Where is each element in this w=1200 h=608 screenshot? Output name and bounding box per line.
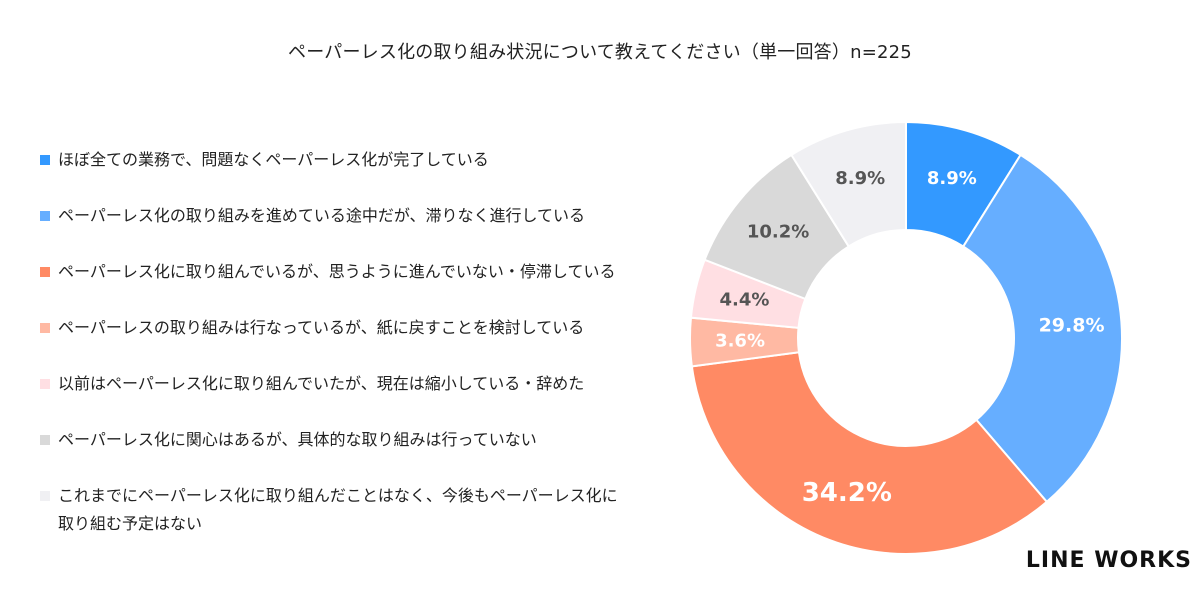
- slice-label: 8.9%: [927, 168, 977, 189]
- legend-label: これまでにペーパーレス化に取り組んだことはなく、今後もペーパーレス化に: [58, 486, 618, 505]
- donut-slice: [790, 120, 907, 248]
- slice-label: 29.8%: [1039, 314, 1105, 336]
- legend-swatch: [40, 491, 50, 501]
- legend-label: ほぼ全ての業務で、問題なくペーパーレス化が完了している: [58, 150, 489, 169]
- legend-item: ペーパーレス化に取り組んでいるが、思うように進んでいない・停滞している: [40, 258, 640, 314]
- legend-swatch: [40, 379, 50, 389]
- legend-label: ペーパーレス化に関心はあるが、具体的な取り組みは行っていない: [58, 430, 537, 449]
- legend-label: ペーパーレスの取り組みは行なっているが、紙に戻すことを検討している: [58, 318, 585, 337]
- legend-item: ペーパーレス化の取り組みを進めている途中だが、滞りなく進行している: [40, 202, 640, 258]
- legend-swatch: [40, 267, 50, 277]
- legend-label: 取り組む予定はない: [58, 514, 203, 533]
- legend-label: 以前はペーパーレス化に取り組んでいたが、現在は縮小している・辞めた: [58, 374, 585, 393]
- legend-swatch: [40, 323, 50, 333]
- donut-slice: [961, 153, 1123, 504]
- legend-swatch: [40, 155, 50, 165]
- slice-label: 34.2%: [802, 478, 892, 508]
- legend-label: ペーパーレス化に取り組んでいるが、思うように進んでいない・停滞している: [58, 262, 616, 281]
- slice-label: 10.2%: [747, 222, 809, 243]
- chart-legend: ほぼ全ての業務で、問題なくペーパーレス化が完了しているペーパーレス化の取り組みを…: [40, 146, 640, 538]
- legend-item: ペーパーレスの取り組みは行なっているが、紙に戻すことを検討している: [40, 314, 640, 370]
- slice-label: 3.6%: [715, 331, 765, 352]
- legend-item: これまでにペーパーレス化に取り組んだことはなく、今後もペーパーレス化に 取り組む予…: [40, 482, 640, 538]
- legend-label: ペーパーレス化の取り組みを進めている途中だが、滞りなく進行している: [58, 206, 586, 225]
- donut-slice: [690, 351, 1049, 555]
- legend-item: ペーパーレス化に関心はあるが、具体的な取り組みは行っていない: [40, 426, 640, 482]
- line-works-logo: LINE WORKS: [1025, 548, 1192, 573]
- slice-label: 8.9%: [835, 168, 885, 189]
- legend-swatch: [40, 211, 50, 221]
- legend-item: 以前はペーパーレス化に取り組んでいたが、現在は縮小している・辞めた: [40, 370, 640, 426]
- slice-label: 4.4%: [720, 289, 770, 310]
- chart-title: ペーパーレス化の取り組み状況について教えてください（単一回答）n=225: [288, 42, 912, 63]
- legend-item: ほぼ全ての業務で、問題なくペーパーレス化が完了している: [40, 146, 640, 202]
- legend-swatch: [40, 435, 50, 445]
